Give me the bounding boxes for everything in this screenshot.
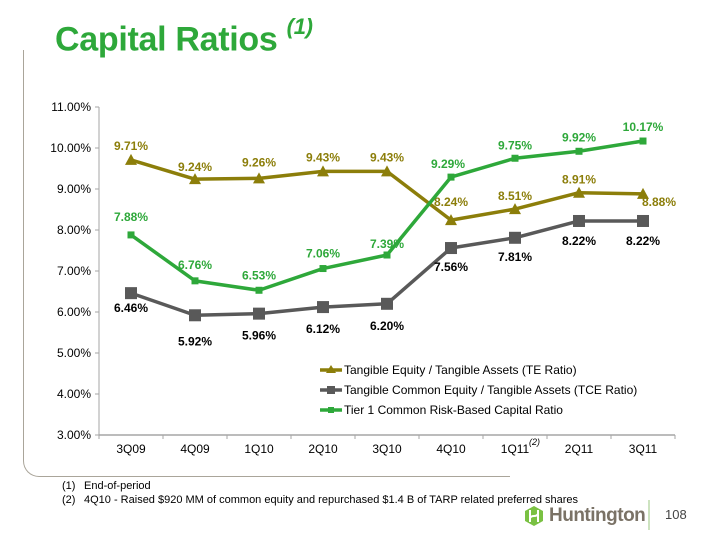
data-point-square (189, 309, 201, 322)
y-tick-label: 11.00% (51, 100, 91, 114)
y-tick-label: 8.00% (57, 223, 91, 237)
data-point-square (509, 231, 521, 244)
data-label: 9.24% (178, 160, 212, 174)
data-point-square (191, 277, 199, 285)
data-label: 7.81% (498, 250, 532, 264)
y-tick-label: 6.00% (57, 305, 91, 319)
data-label: 5.92% (178, 334, 212, 348)
y-tick-label: 7.00% (57, 264, 91, 278)
legend-item-2: Tier 1 Common Risk-Based Capital Ratio (320, 403, 563, 417)
legend-marker-icon (327, 386, 335, 394)
legend-label: Tier 1 Common Risk-Based Capital Ratio (344, 403, 563, 417)
data-point-triangle (573, 186, 585, 198)
data-label: 9.26% (242, 155, 276, 169)
data-label: 9.43% (370, 150, 404, 164)
data-label: 7.88% (114, 210, 148, 224)
data-label: 7.56% (434, 260, 468, 274)
data-point-square (383, 251, 391, 259)
data-point-triangle (189, 173, 201, 185)
data-label: 6.20% (370, 319, 404, 333)
series-1: 6.46% 5.92% 5.96% 6.12% 6.20% 7.56% 7.81% 8.22%… (114, 214, 660, 348)
legend-marker-icon (326, 365, 336, 373)
data-label: 7.06% (306, 247, 340, 261)
series-2: 7.88% 6.76% 6.53% 7.06% 7.39% 9.29% 9.75% 9.92%… (114, 120, 664, 294)
chart-axes: 3.00% 4.00% 5.00% 6.00% 7.00% 8.00% 9.00% 10.00… (50, 100, 676, 456)
data-point-triangle (317, 165, 329, 177)
data-point-square (255, 286, 263, 294)
data-point-triangle (381, 165, 393, 177)
y-tick-label: 5.00% (57, 346, 91, 360)
data-point-square (125, 287, 137, 300)
data-point-triangle (637, 187, 649, 199)
slide-frame (23, 50, 623, 477)
data-point-triangle (125, 153, 137, 165)
x-tick-label: 2Q10 (308, 442, 338, 456)
x-tick-label: 3Q11 (629, 442, 658, 456)
data-label: 10.17% (623, 120, 664, 134)
data-point-square (575, 147, 583, 155)
huntington-logo: Huntington (523, 505, 646, 527)
data-label: 6.53% (242, 268, 276, 282)
data-label: 9.71% (114, 139, 148, 153)
data-point-square (447, 173, 455, 181)
data-label: 8.51% (498, 189, 532, 203)
footnotes: (1) End-of-period (2) 4Q10 - Raised $920 M… (62, 479, 578, 507)
title-footnote-marker: (1) (286, 14, 313, 39)
data-point-square (127, 231, 135, 239)
y-tick-label: 9.00% (57, 182, 91, 196)
x-tick-label: 4Q10 (436, 442, 466, 456)
data-point-square (511, 154, 519, 162)
data-point-square (573, 214, 585, 227)
data-point-square (639, 137, 647, 145)
x-tick-label: 3Q09 (116, 442, 146, 456)
data-point-square (445, 242, 457, 255)
x-tick-footnote: (2) (529, 437, 540, 447)
data-label: 5.96% (242, 329, 276, 343)
data-label: 6.76% (178, 258, 212, 272)
chart-series: 9.71% 9.24% 9.26% 9.43% 9.43% 8.24% 8.51% 8.91%… (114, 120, 676, 348)
x-tick-label: 1Q10 (244, 442, 274, 456)
data-label: 8.91% (562, 173, 596, 187)
data-label: 6.12% (306, 322, 340, 336)
data-point-square (319, 265, 327, 273)
data-label: 9.43% (306, 150, 340, 164)
slide-title: Capital Ratios (1) (55, 14, 313, 59)
y-tick-label: 4.00% (57, 387, 91, 401)
data-label: 6.46% (114, 301, 148, 315)
data-point-square (253, 307, 265, 320)
legend-label: Tangible Equity / Tangible Assets (TE Ra… (344, 363, 577, 377)
x-tick-label: 1Q11 (501, 442, 530, 456)
legend-item-0: Tangible Equity / Tangible Assets (TE Ra… (320, 363, 577, 377)
legend-label: Tangible Common Equity / Tangible Assets… (344, 383, 637, 397)
footnote-2: (2) 4Q10 - Raised $920 MM of common equit… (62, 494, 579, 506)
huntington-hexagon-icon (525, 506, 543, 526)
y-tick-label: 3.00% (57, 428, 91, 442)
x-tick-label: 4Q09 (180, 442, 210, 456)
legend-item-1: Tangible Common Equity / Tangible Assets… (320, 383, 637, 397)
footer-divider (648, 500, 650, 530)
chart-legend: Tangible Equity / Tangible Assets (TE Ra… (320, 363, 637, 417)
data-label: 7.39% (370, 237, 404, 251)
data-label: 9.92% (562, 130, 596, 144)
page-number: 108 (665, 507, 687, 522)
data-label: 9.75% (498, 138, 532, 152)
x-tick-label: 2Q11 (565, 442, 594, 456)
data-point-triangle (509, 203, 521, 215)
data-point-triangle (253, 172, 265, 184)
data-label: 8.22% (626, 234, 660, 248)
data-label: 8.88% (642, 195, 676, 209)
data-label: 9.29% (431, 157, 465, 171)
legend-marker-icon (328, 407, 334, 413)
data-point-triangle (445, 214, 457, 226)
footnote-1: (1) End-of-period (62, 480, 151, 492)
data-point-square (381, 297, 393, 310)
data-point-square (317, 301, 329, 314)
data-label: 8.24% (434, 195, 468, 209)
series-0: 9.71% 9.24% 9.26% 9.43% 9.43% 8.24% 8.51% 8.91%… (114, 139, 676, 226)
data-point-square (637, 214, 649, 227)
data-label: 8.22% (562, 234, 596, 248)
y-tick-label: 10.00% (50, 141, 91, 155)
x-tick-label: 3Q10 (372, 442, 402, 456)
